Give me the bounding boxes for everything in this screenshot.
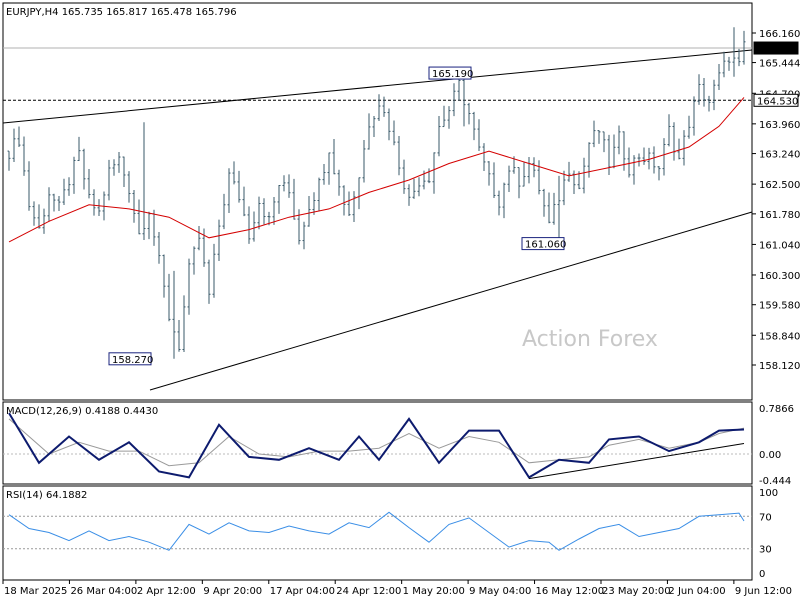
price-annotation-label: 158.270 xyxy=(112,355,153,366)
price-annotation-label: 161.060 xyxy=(525,240,566,251)
price-annotation-box xyxy=(428,66,472,80)
watermark: Action Forex xyxy=(522,327,658,352)
macd-title: MACD(12,26,9) 0.4188 0.4430 xyxy=(6,406,158,417)
macd-panel-frame xyxy=(2,401,753,485)
price-tick-label: 161.040 xyxy=(759,240,800,251)
lower-trendline xyxy=(149,211,753,391)
price-tick-label: 163.960 xyxy=(759,120,800,131)
rsi-title: RSI(14) 64.1882 xyxy=(6,490,87,501)
macd-main-line xyxy=(8,412,745,479)
rsi-tick-label: 30 xyxy=(759,545,772,556)
time-tick-label: 17 Apr 04:00 xyxy=(270,586,335,597)
rsi-tick-label: 100 xyxy=(759,488,778,499)
macd-trendline xyxy=(528,443,745,480)
time-tick-label: 1 May 20:00 xyxy=(403,586,465,597)
price-tick-label: 163.240 xyxy=(759,150,800,161)
rsi-tick-label: 0 xyxy=(759,569,765,580)
price-label-box xyxy=(753,93,799,107)
rsi-tick-label: 70 xyxy=(759,512,772,523)
rsi-line xyxy=(8,511,745,551)
price-tick-label: 161.780 xyxy=(759,210,800,221)
time-tick-label: 16 May 12:00 xyxy=(536,586,605,597)
time-tick-label: 9 May 04:00 xyxy=(469,586,531,597)
time-tick-label: 26 Mar 04:00 xyxy=(70,586,137,597)
moving-average-line xyxy=(8,97,745,243)
upper-trendline xyxy=(2,49,753,124)
time-tick-label: 18 Mar 2025 xyxy=(4,586,67,597)
price-tick-label: 158.120 xyxy=(759,361,800,372)
price-tick-label: 166.160 xyxy=(759,29,800,40)
price-tick-label: 162.500 xyxy=(759,180,800,191)
time-tick-label: 24 Apr 12:00 xyxy=(336,586,401,597)
chart-header: EURJPY,H4 165.735 165.817 165.478 165.79… xyxy=(6,7,237,18)
price-tick-label: 159.580 xyxy=(759,301,800,312)
price-annotation-box xyxy=(108,352,152,366)
price-annotation-box xyxy=(521,237,565,251)
time-tick-label: 2 Jun 04:00 xyxy=(668,586,725,597)
time-tick-label: 9 Jun 12:00 xyxy=(735,586,792,597)
time-tick-label: 23 May 20:00 xyxy=(602,586,671,597)
price-tick-label: 160.300 xyxy=(759,271,800,282)
price-label-box xyxy=(753,41,799,55)
price-tick-label: 165.444 xyxy=(759,59,800,70)
rsi-panel-frame xyxy=(2,485,753,581)
price-annotation-label: 165.190 xyxy=(432,69,473,80)
time-tick-label: 9 Apr 20:00 xyxy=(203,586,262,597)
time-tick-label: 2 Apr 12:00 xyxy=(137,586,196,597)
macd-tick-label: 0.7866 xyxy=(759,404,794,415)
macd-tick-label: 0.00 xyxy=(759,450,781,461)
price-label-text: 164.530 xyxy=(757,96,798,107)
price-panel-frame xyxy=(2,2,753,401)
price-label-text: 165.796 xyxy=(757,44,798,55)
price-tick-label: 158.840 xyxy=(759,331,800,342)
macd-tick-label: -0.444 xyxy=(759,476,791,487)
macd-signal-line xyxy=(8,418,745,467)
